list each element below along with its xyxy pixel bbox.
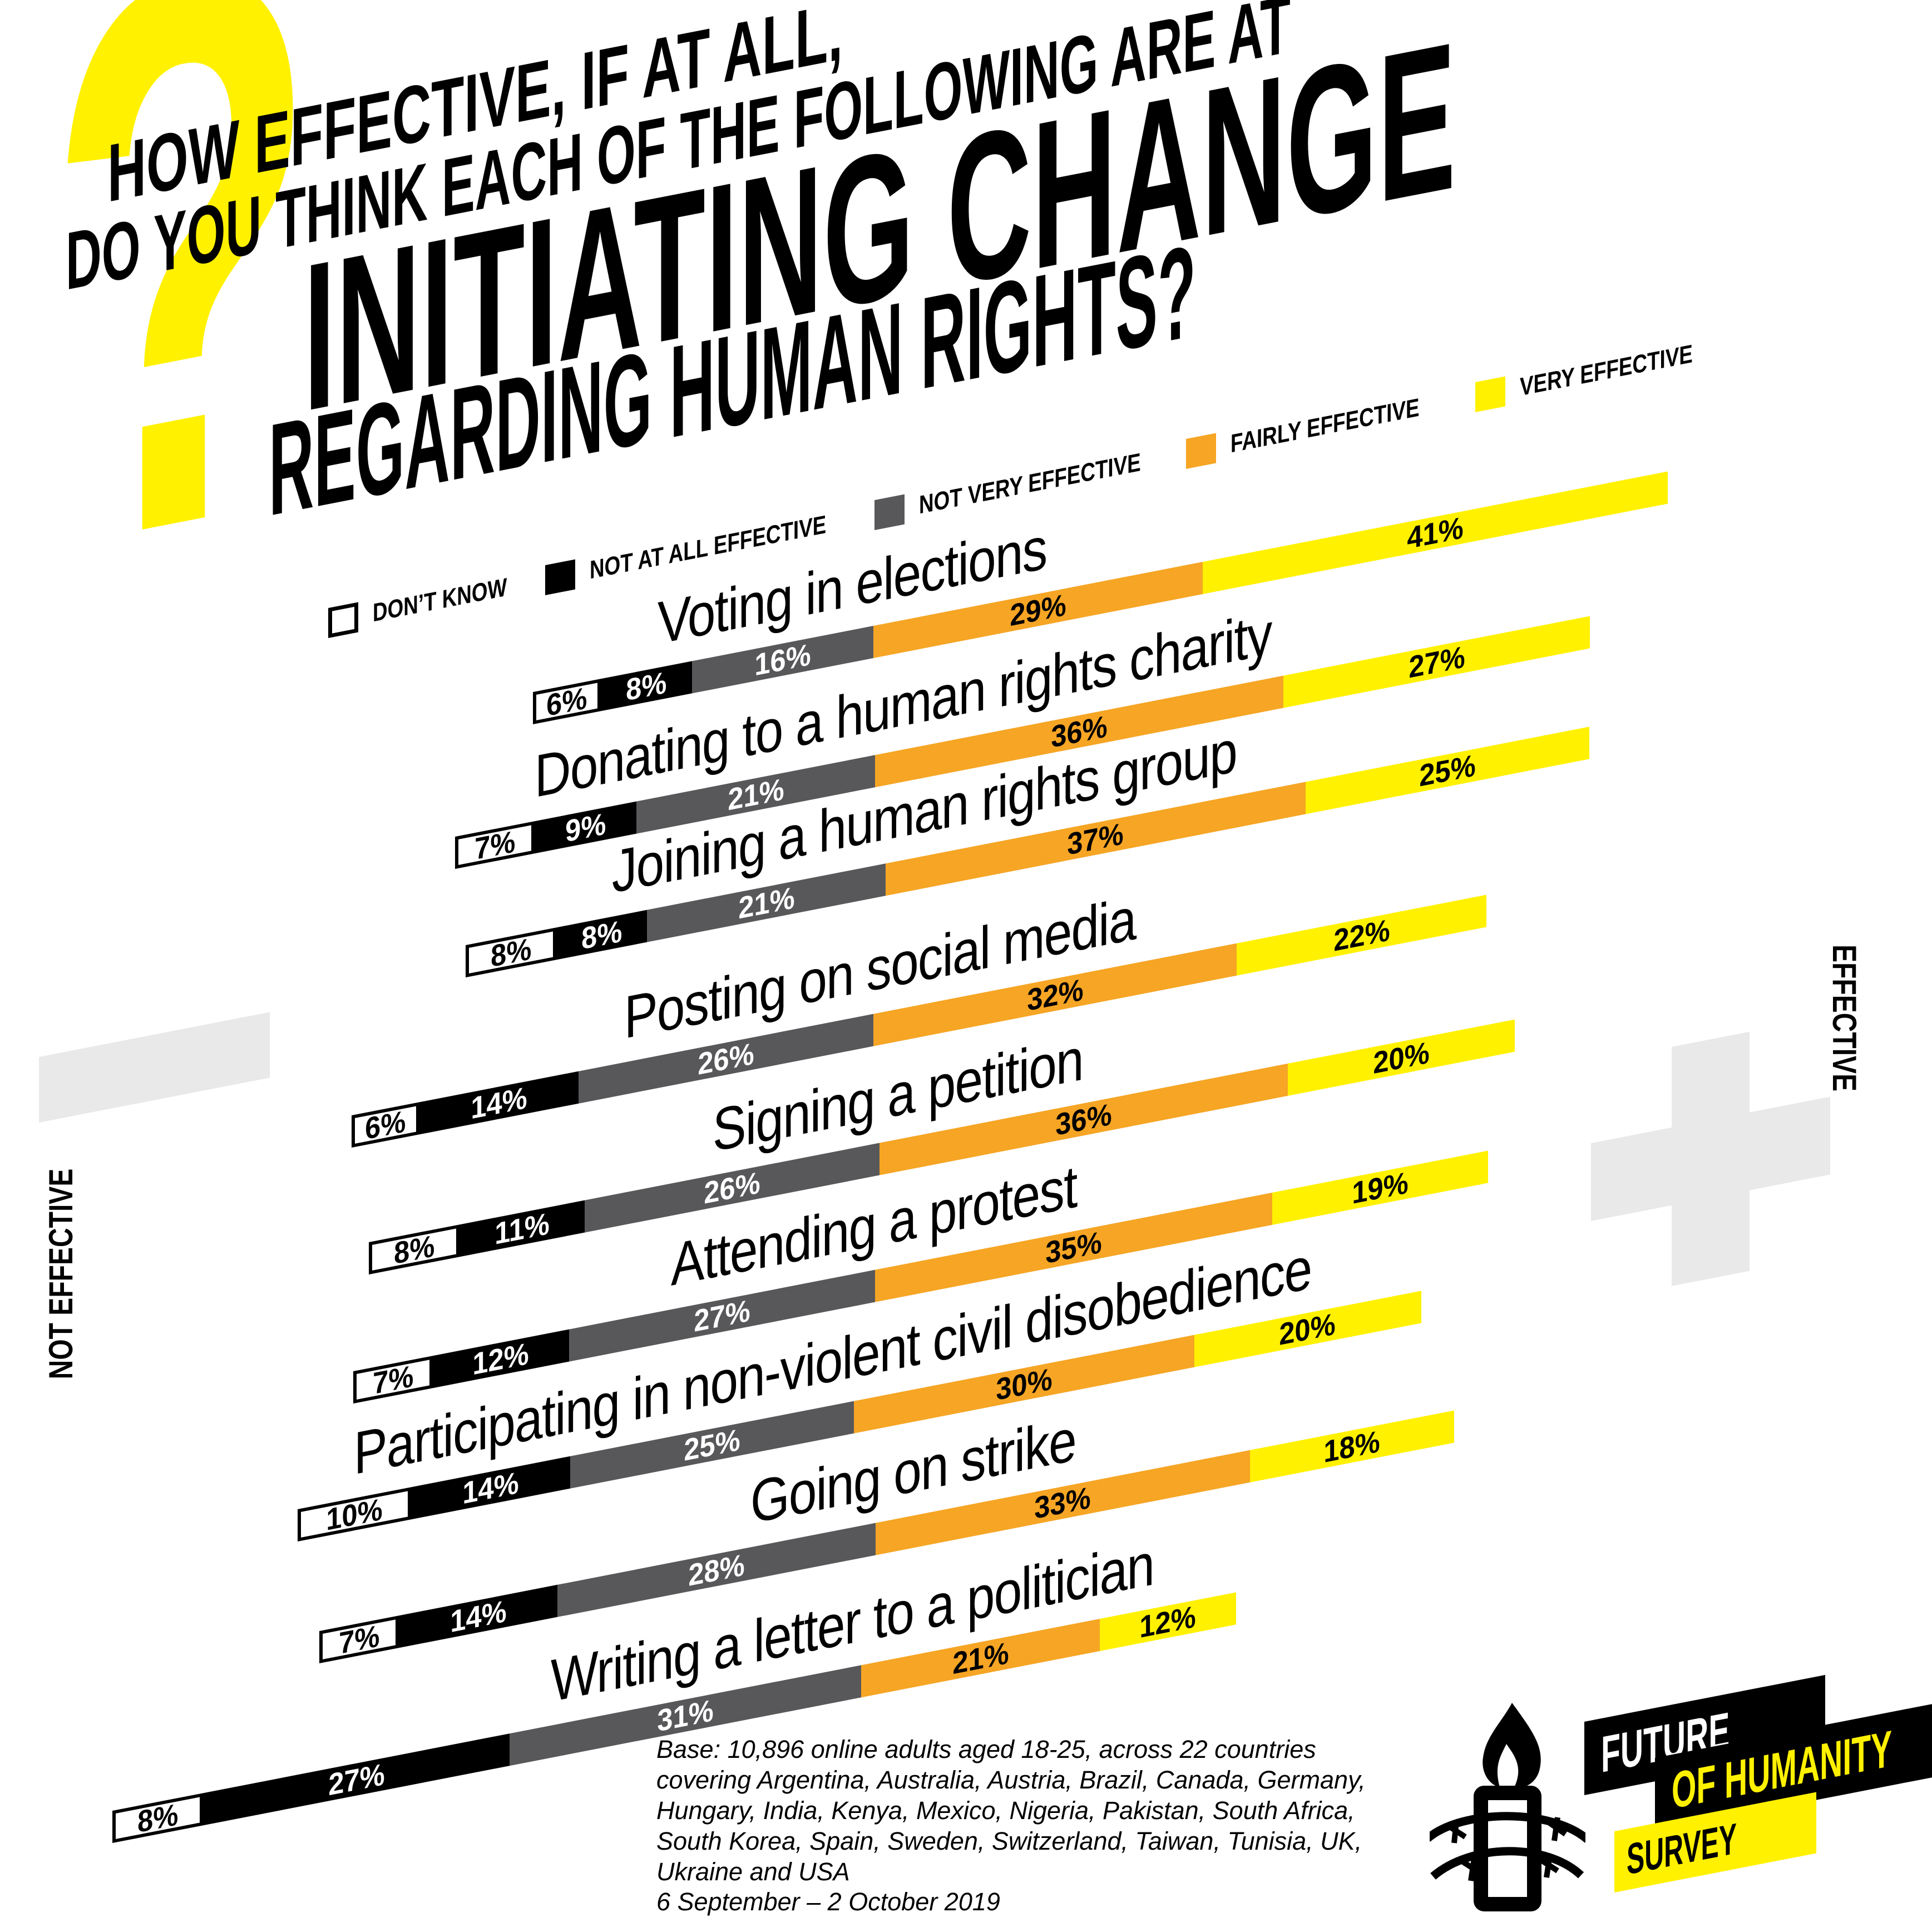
segment-value: 6%	[365, 1103, 406, 1146]
segment-value: 22%	[1333, 912, 1390, 958]
segment-value: 19%	[1352, 1164, 1409, 1210]
segment-value: 7%	[372, 1358, 413, 1401]
segment-value: 21%	[738, 879, 795, 926]
segment-value: 41%	[1407, 510, 1464, 556]
segment-value: 8%	[491, 931, 532, 974]
segment-value: 18%	[1323, 1423, 1381, 1469]
amnesty-candle-icon	[1430, 1703, 1585, 1911]
segment-value: 30%	[995, 1361, 1053, 1407]
segment-value: 14%	[462, 1465, 519, 1510]
segment-value: 25%	[1419, 747, 1476, 793]
segment-not-at-all-effective: 14%	[398, 1584, 558, 1648]
segment-value: 21%	[952, 1635, 1009, 1681]
segment-dont-know: 7%	[353, 1356, 433, 1404]
segment-value: 32%	[1027, 971, 1084, 1017]
segment-value: 8%	[581, 913, 622, 956]
segment-very-effective: 20%	[1288, 1019, 1515, 1096]
axis-label-not-effective: NOT EFFECTIVE	[42, 1168, 80, 1380]
segment-value: 27%	[328, 1756, 385, 1802]
base-note: Base: 10,896 online adults aged 18-25, a…	[656, 1735, 1366, 1918]
segment-value: 20%	[1279, 1306, 1336, 1352]
base-note-line: South Korea, Spain, Sweden, Switzerland,…	[656, 1826, 1362, 1855]
bar-donating-to-a-human-rights-charity: Donating to a human rights charity 7% 9% 21…	[455, 600, 1590, 869]
segment-value: 36%	[1055, 1096, 1112, 1142]
base-note-line: Base: 10,896 online adults aged 18-25, a…	[656, 1735, 1316, 1763]
segment-not-at-all-effective: 27%	[203, 1733, 510, 1826]
segment-dont-know: 8%	[466, 927, 557, 977]
segment-dont-know: 8%	[369, 1224, 460, 1274]
segment-value: 16%	[754, 636, 811, 683]
segment-value: 11%	[495, 1205, 550, 1251]
segment-value: 25%	[683, 1421, 740, 1467]
legend-swatch-not-very-effective	[874, 494, 905, 530]
segment-not-at-all-effective: 12%	[432, 1329, 569, 1389]
segment-not-at-all-effective: 14%	[419, 1071, 579, 1135]
segment-value: 29%	[1010, 587, 1066, 633]
legend-swatch-very-effective	[1475, 376, 1505, 412]
segment-value: 7%	[474, 823, 515, 866]
segment-value: 27%	[1408, 639, 1465, 685]
segment-value: 31%	[657, 1692, 714, 1738]
legend-swatch-fairly-effective	[1186, 433, 1216, 469]
base-note-line: Hungary, India, Kenya, Mexico, Nigeria, …	[656, 1796, 1355, 1825]
segment-not-at-all-effective: 8%	[601, 661, 692, 711]
axis-label-effective: EFFECTIVE	[1826, 944, 1863, 1092]
segment-very-effective: 27%	[1283, 616, 1590, 708]
legend-swatch-not-at-all-effective	[545, 559, 575, 595]
segment-value: 20%	[1373, 1034, 1430, 1080]
legend-label: NOT VERY EFFECTIVE	[919, 447, 1141, 520]
segment-value: 8%	[137, 1796, 179, 1839]
segment-value: 26%	[698, 1035, 754, 1081]
segment-value: 14%	[471, 1080, 527, 1125]
segment-value: 12%	[472, 1336, 529, 1381]
segment-dont-know: 10%	[298, 1487, 411, 1541]
base-note-line: Ukraine and USA	[656, 1857, 850, 1886]
segment-not-at-all-effective: 8%	[556, 910, 648, 960]
segment-value: 37%	[1067, 816, 1124, 862]
segment-dont-know: 7%	[455, 821, 535, 869]
base-note-line: covering Argentina, Australia, Austria, …	[656, 1765, 1366, 1794]
base-note-line: 6 September – 2 October 2019	[656, 1887, 1000, 1916]
segment-dont-know: 8%	[112, 1793, 204, 1843]
legend-item-dont-know: DON’T KNOW	[328, 565, 541, 640]
segment-very-effective: 25%	[1305, 727, 1589, 814]
legend-swatch-dont-know	[328, 602, 358, 638]
plus-vertical-arm	[1672, 1031, 1750, 1286]
segment-value: 27%	[694, 1292, 750, 1338]
segment-value: 8%	[626, 664, 667, 707]
segment-value: 35%	[1045, 1224, 1103, 1270]
segment-very-effective: 19%	[1272, 1150, 1488, 1225]
segment-very-effective: 41%	[1202, 471, 1668, 595]
segment-not-at-all-effective: 11%	[459, 1200, 585, 1257]
legend-item-fairly-effective: FAIRLY EFFECTIVE	[1186, 383, 1466, 471]
segment-value: 14%	[449, 1593, 507, 1639]
segment-value: 9%	[565, 806, 606, 849]
plus-icon	[1591, 1016, 1830, 1302]
segment-value: 6%	[546, 680, 587, 723]
legend-item-very-effective: VERY EFFECTIVE	[1475, 330, 1736, 414]
segment-value: 33%	[1034, 1479, 1091, 1525]
segment-dont-know: 7%	[319, 1615, 399, 1663]
legend-label: DON’T KNOW	[373, 572, 507, 627]
segment-very-effective: 18%	[1249, 1410, 1454, 1483]
minus-icon	[39, 1012, 270, 1123]
segment-value: 10%	[326, 1491, 383, 1537]
logo-text-survey: SURVEY	[1627, 1814, 1737, 1884]
segment-value: 7%	[338, 1618, 379, 1661]
segment-value: 12%	[1139, 1598, 1196, 1644]
segment-value: 26%	[704, 1164, 760, 1210]
segment-dont-know: 6%	[533, 679, 601, 724]
segment-value: 8%	[394, 1228, 435, 1271]
legend-label: VERY EFFECTIVE	[1520, 339, 1693, 402]
legend-label: FAIRLY EFFECTIVE	[1231, 392, 1420, 458]
segment-very-effective: 22%	[1237, 895, 1486, 976]
segment-dont-know: 6%	[352, 1102, 420, 1148]
segment-value: 28%	[688, 1546, 745, 1593]
